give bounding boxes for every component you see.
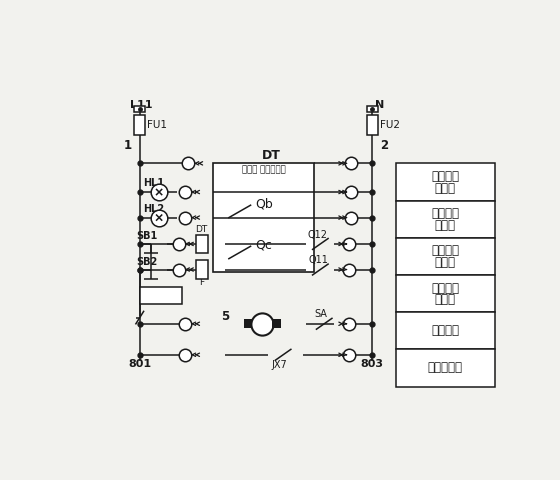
Text: 23: 23: [175, 267, 182, 272]
Text: FU1: FU1: [147, 120, 167, 130]
Text: HL1: HL1: [143, 179, 164, 189]
Text: Qb: Qb: [255, 197, 273, 210]
Text: 电动储能: 电动储能: [431, 324, 459, 337]
Text: 电动分闸: 电动分闸: [431, 282, 459, 295]
Text: 智能型 电子脱扣器: 智能型 电子脱扣器: [242, 166, 286, 175]
Text: DT: DT: [195, 226, 208, 235]
Text: 9: 9: [183, 190, 186, 194]
Text: Q11: Q11: [308, 255, 328, 265]
Text: 2: 2: [348, 160, 353, 167]
Text: DT: DT: [262, 149, 281, 162]
Text: 24: 24: [346, 321, 353, 326]
Text: Q12: Q12: [308, 229, 328, 240]
Text: 3: 3: [162, 188, 167, 197]
Bar: [395, 312, 494, 349]
Bar: [244, 319, 253, 328]
Text: FU2: FU2: [380, 120, 400, 130]
Text: 合闸指示: 合闸指示: [431, 170, 459, 183]
Text: 10: 10: [347, 215, 354, 220]
Text: 4: 4: [162, 214, 167, 223]
Text: （红）: （红）: [435, 181, 456, 195]
Text: 分闸指示: 分闸指示: [431, 207, 459, 220]
Bar: [367, 115, 377, 135]
Bar: [395, 201, 494, 238]
Text: 磁卡: 磁卡: [155, 290, 166, 300]
Text: 33: 33: [346, 267, 353, 272]
Text: （绿）: （绿）: [435, 293, 456, 306]
Bar: [195, 260, 208, 279]
Text: 30: 30: [181, 352, 189, 357]
Text: SB1: SB1: [136, 231, 157, 241]
Text: 8: 8: [348, 189, 353, 195]
Text: JX7: JX7: [272, 360, 287, 370]
Text: L11: L11: [130, 100, 153, 110]
Text: 5: 5: [221, 310, 229, 324]
Bar: [213, 163, 314, 272]
Text: SB2: SB2: [136, 257, 157, 267]
Text: 35: 35: [346, 352, 353, 357]
Bar: [195, 235, 208, 253]
Text: （红）: （红）: [435, 256, 456, 269]
Bar: [272, 319, 281, 328]
Text: 801: 801: [128, 359, 151, 369]
Bar: [395, 238, 494, 275]
Bar: [367, 107, 377, 112]
Text: F: F: [199, 278, 204, 287]
Text: Qc: Qc: [255, 238, 272, 251]
Text: 39: 39: [181, 321, 189, 326]
Text: 1: 1: [186, 160, 190, 167]
Bar: [395, 349, 494, 386]
Text: 31: 31: [175, 241, 182, 246]
Text: 1: 1: [124, 139, 132, 152]
Text: （绿）: （绿）: [435, 219, 456, 232]
Text: 2: 2: [380, 139, 388, 152]
Text: 803: 803: [361, 359, 384, 369]
Text: 17: 17: [181, 215, 188, 220]
Text: HL2: HL2: [143, 204, 164, 214]
Text: 至负控信号: 至负控信号: [428, 361, 463, 374]
Text: SA: SA: [314, 309, 327, 319]
Bar: [395, 163, 494, 201]
Bar: [134, 107, 145, 112]
Text: N: N: [375, 100, 384, 110]
Bar: [395, 275, 494, 312]
Bar: [140, 287, 183, 304]
Text: 电动合闸: 电动合闸: [431, 244, 459, 257]
Text: 32: 32: [346, 241, 353, 246]
Bar: [134, 115, 145, 135]
